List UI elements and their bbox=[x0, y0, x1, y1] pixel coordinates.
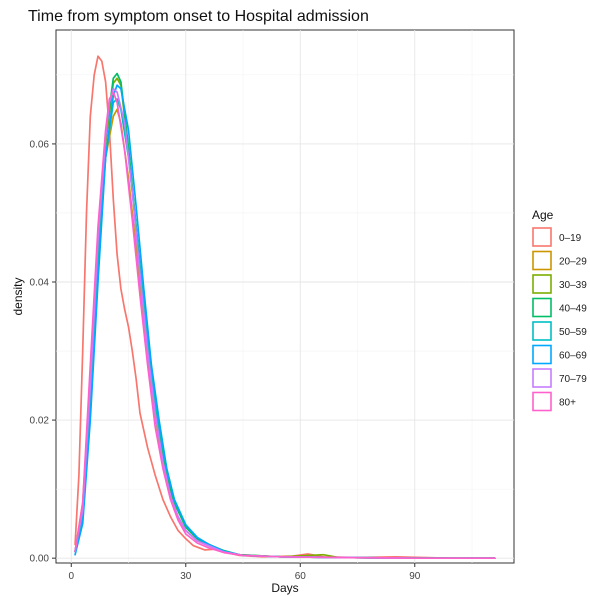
y-tick-label: 0.02 bbox=[30, 416, 50, 427]
legend-key bbox=[532, 227, 552, 247]
legend-key bbox=[532, 368, 552, 388]
y-tick-label: 0.06 bbox=[30, 139, 50, 150]
x-tick-label: 0 bbox=[68, 571, 74, 582]
y-axis-title: density bbox=[11, 277, 25, 315]
series-lines bbox=[74, 55, 496, 560]
x-tick-label: 30 bbox=[180, 571, 192, 582]
legend-key bbox=[532, 274, 552, 294]
y-tick-label: 0.00 bbox=[30, 554, 50, 565]
legend-label: 50–59 bbox=[559, 327, 587, 338]
legend-label: 30–39 bbox=[559, 280, 587, 291]
legend-key bbox=[532, 321, 552, 341]
x-tick-label: 90 bbox=[409, 571, 421, 582]
legend-label: 40–49 bbox=[559, 304, 587, 315]
legend-label: 80+ bbox=[559, 398, 576, 409]
legend-label: 70–79 bbox=[559, 374, 587, 385]
legend: Age 0–19 20–29 30–39 40–49 50–59 60–69 70–79 80… bbox=[532, 208, 587, 412]
plot-panel bbox=[55, 29, 515, 564]
x-axis-title: Days bbox=[271, 581, 298, 595]
x-tick-label: 60 bbox=[295, 571, 307, 582]
legend-label: 60–69 bbox=[559, 351, 587, 362]
y-tick-label: 0.04 bbox=[30, 278, 50, 289]
legend-key bbox=[532, 344, 552, 365]
legend-title: Age bbox=[532, 208, 554, 222]
chart-title: Time from symptom onset to Hospital admi… bbox=[28, 8, 369, 25]
axes: 0 30 60 90 0.00 0.02 0.04 0.06 bbox=[30, 139, 421, 582]
legend-key bbox=[532, 297, 552, 318]
series-line bbox=[74, 91, 496, 560]
legend-key bbox=[532, 391, 552, 412]
legend-key bbox=[532, 250, 552, 271]
legend-label: 0–19 bbox=[559, 233, 582, 244]
legend-label: 20–29 bbox=[559, 257, 587, 268]
